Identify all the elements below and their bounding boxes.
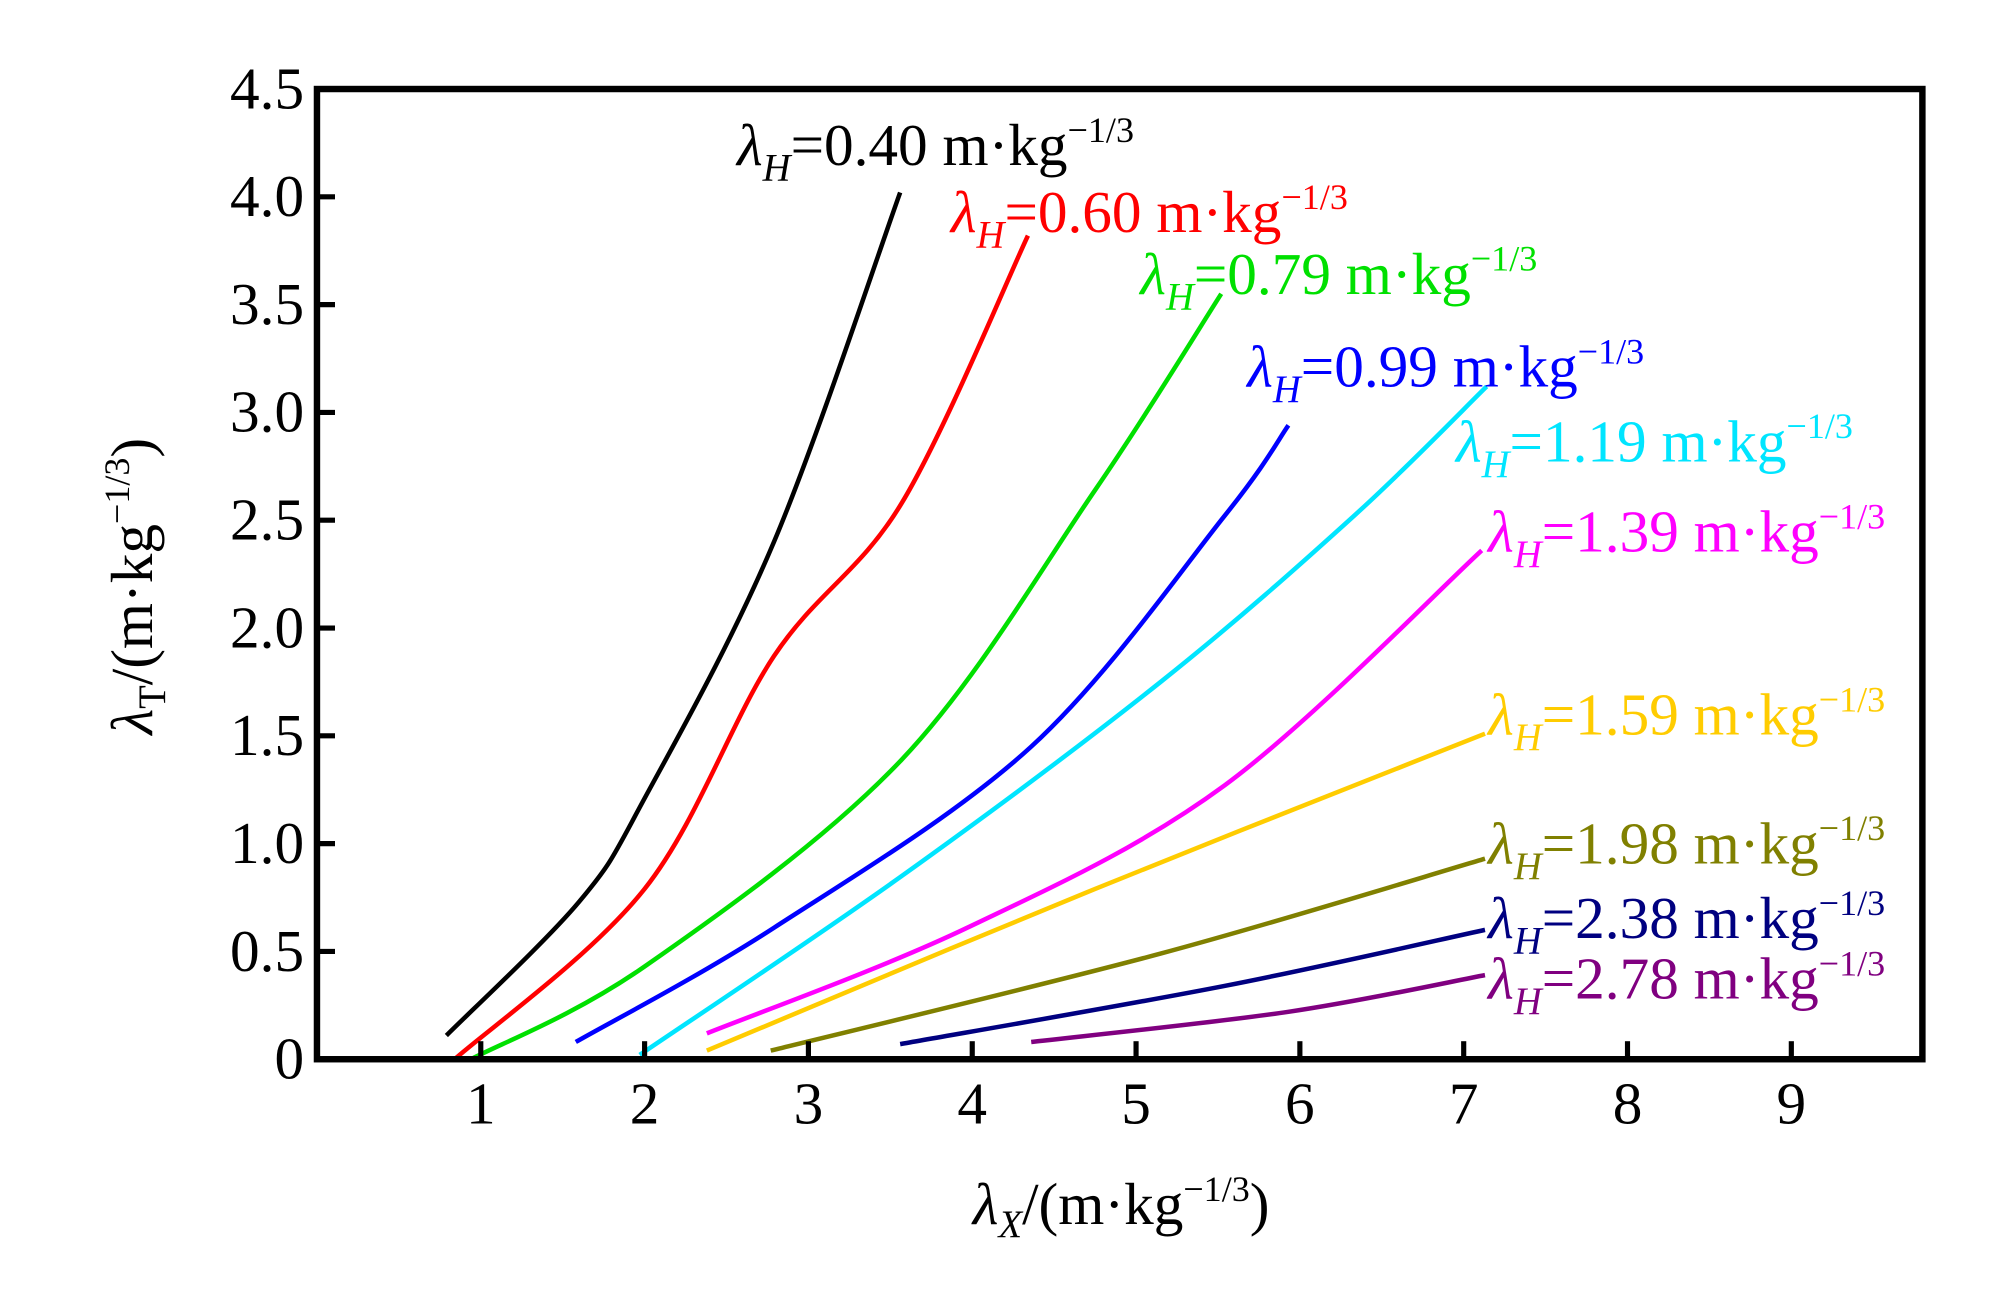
y-tick-label: 1.0	[230, 810, 304, 876]
x-tick-label: 3	[794, 1071, 824, 1137]
series-line	[899, 927, 1486, 1047]
series-label: λH=2.38 m·kg−1/3	[1486, 883, 1885, 963]
series-line	[469, 292, 1224, 1062]
series-line	[638, 384, 1489, 1057]
x-tick-label: 6	[1285, 1071, 1315, 1137]
y-tick-label: 3.5	[230, 271, 304, 337]
y-tick-label: 4.0	[230, 163, 304, 229]
x-tick-label: 8	[1613, 1071, 1643, 1137]
x-axis-label: λX/(m·kg−1/3)	[971, 1169, 1270, 1246]
series-line	[1030, 972, 1486, 1045]
x-tick-label: 2	[630, 1071, 660, 1137]
series-line	[574, 424, 1291, 1044]
series-label: λH=1.98 m·kg−1/3	[1486, 808, 1885, 888]
y-tick-label: 1.5	[230, 702, 304, 768]
y-tick-label: 3.0	[230, 379, 304, 445]
x-tick-label: 9	[1777, 1071, 1807, 1137]
series-label: λH=1.39 m·kg−1/3	[1486, 496, 1885, 576]
series-line	[453, 234, 1030, 1061]
y-axis-label: λT/(m·kg−1/3)	[97, 438, 174, 737]
series-label: λH=0.60 m·kg−1/3	[949, 177, 1348, 257]
series-label: λH=1.19 m·kg−1/3	[1454, 406, 1853, 486]
series-label: λH=0.99 m·kg−1/3	[1245, 331, 1644, 411]
y-tick-label: 2.0	[230, 594, 304, 660]
x-tick-label: 7	[1449, 1071, 1479, 1137]
series-line	[705, 731, 1486, 1053]
series-line	[770, 856, 1486, 1053]
y-tick-label: 2.5	[230, 487, 304, 553]
series-label: λH=0.79 m·kg−1/3	[1138, 239, 1537, 319]
y-tick-label: 4.5	[230, 55, 304, 121]
plot-frame	[313, 85, 1926, 1063]
y-tick-label: 0	[274, 1026, 304, 1092]
x-tick-label: 5	[1121, 1071, 1151, 1137]
series-line	[444, 191, 903, 1038]
x-tick-label: 4	[957, 1071, 987, 1137]
series-labels: λH=0.40 m·kg−1/3λH=0.60 m·kg−1/3λH=0.79 …	[735, 110, 1885, 1023]
series-line	[706, 548, 1484, 1036]
series-lines	[444, 191, 1489, 1062]
series-label: λH=1.59 m·kg−1/3	[1486, 679, 1885, 759]
x-tick-label: 1	[466, 1071, 496, 1137]
series-label: λH=0.40 m·kg−1/3	[735, 110, 1134, 190]
series-label: λH=2.78 m·kg−1/3	[1486, 943, 1885, 1023]
axis-ticks: 1 2 3 4 5 6 7 8 9 0 0.5 1.0 1.5 2.0 2.5 3.0 3.5 4.0 4.5	[230, 55, 1806, 1136]
y-tick-label: 0.5	[230, 918, 304, 984]
